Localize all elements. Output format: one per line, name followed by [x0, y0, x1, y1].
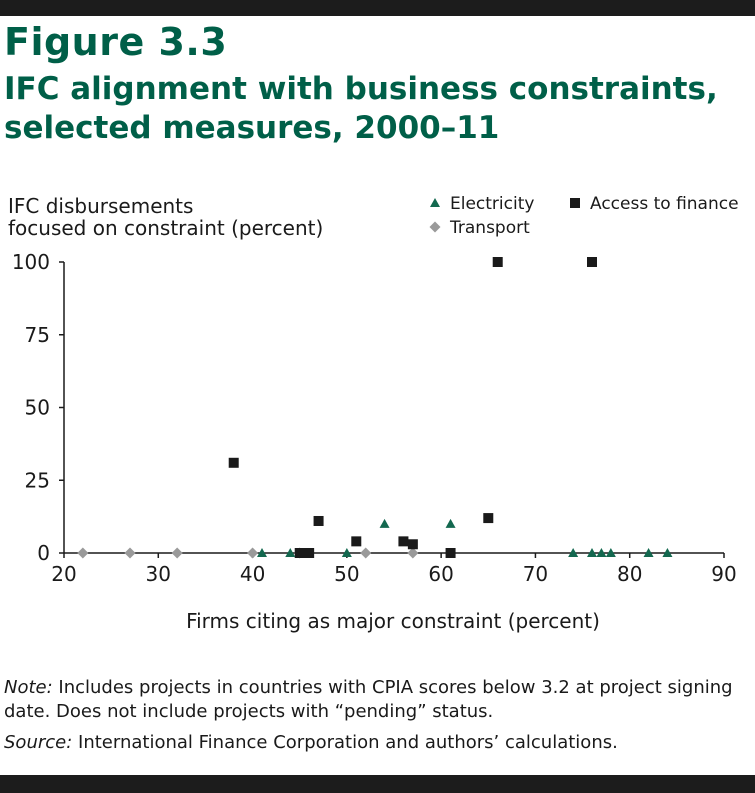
legend-label: Transport — [449, 218, 530, 238]
y-axis-label-line-1: IFC disbursements — [8, 194, 193, 218]
point-electricity — [662, 548, 673, 557]
note-prefix: Note: — [4, 677, 53, 698]
point-access-to-finance — [483, 513, 494, 524]
point-access-to-finance — [351, 536, 362, 547]
legend-marker-transport — [429, 221, 441, 233]
bottom-rule — [0, 775, 755, 793]
notes: Note: Includes projects in countries wit… — [4, 676, 749, 762]
point-electricity — [587, 548, 597, 557]
point-electricity — [568, 548, 579, 557]
y-axis-label-line-2: focused on constraint (percent) — [8, 216, 323, 240]
point-access-to-finance — [304, 548, 315, 558]
x-tick-label: 30 — [146, 562, 171, 586]
y-tick-label: 25 — [25, 468, 50, 492]
y-tick-label: 0 — [37, 541, 50, 565]
x-axis-label: Firms citing as major constraint (percen… — [186, 609, 600, 633]
y-tick-label: 75 — [25, 323, 50, 347]
point-access-to-finance — [407, 539, 418, 550]
x-tick-label: 20 — [51, 562, 76, 586]
point-transport — [77, 547, 89, 559]
figure-title-line-1: IFC alignment with business constraints, — [4, 71, 718, 107]
figure-title: IFC alignment with business constraints,… — [4, 70, 754, 148]
point-electricity — [257, 548, 267, 557]
point-access-to-finance — [492, 257, 503, 267]
point-electricity — [605, 548, 616, 557]
scatter-chart: IFC disbursements focused on constraint … — [8, 194, 739, 633]
y-tick-label: 50 — [25, 396, 50, 420]
x-tick-label: 90 — [711, 562, 736, 586]
point-electricity — [285, 548, 296, 557]
point-access-to-finance — [587, 257, 597, 267]
point-electricity — [341, 548, 352, 557]
point-access-to-finance — [398, 536, 409, 547]
point-electricity — [596, 548, 607, 557]
x-tick-label: 70 — [523, 562, 548, 586]
source-prefix: Source: — [4, 732, 73, 753]
point-transport — [407, 547, 419, 559]
legend: Electricity Access to finance Transport — [429, 194, 739, 238]
note-text: Includes projects in countries with CPIA… — [4, 677, 733, 722]
point-transport — [171, 547, 183, 559]
axes: 20 30 40 50 60 70 80 90 0 25 50 75 100 — [12, 250, 737, 586]
figure-label: Figure 3.3 — [4, 20, 228, 64]
point-electricity — [643, 548, 654, 557]
x-tick-label: 60 — [428, 562, 453, 586]
point-access-to-finance — [294, 548, 305, 558]
x-tick-label: 50 — [334, 562, 359, 586]
legend-label: Electricity — [450, 194, 534, 214]
top-rule — [0, 0, 755, 16]
x-tick-label: 80 — [617, 562, 642, 586]
point-transport — [124, 547, 136, 559]
point-transport — [247, 547, 259, 559]
source-paragraph: Source: International Finance Corporatio… — [4, 731, 749, 755]
legend-marker-access-to-finance — [570, 198, 580, 208]
point-electricity — [379, 518, 390, 528]
point-access-to-finance — [313, 515, 324, 526]
x-tick-label: 40 — [240, 562, 265, 586]
point-transport — [360, 547, 372, 559]
source-text: International Finance Corporation and au… — [72, 732, 618, 753]
legend-marker-electricity — [430, 198, 440, 207]
point-access-to-finance — [445, 548, 456, 558]
point-access-to-finance — [228, 457, 239, 468]
note-paragraph: Note: Includes projects in countries wit… — [4, 676, 749, 724]
legend-label: Access to finance — [590, 194, 739, 214]
y-tick-label: 100 — [12, 250, 50, 274]
point-electricity — [445, 518, 456, 528]
data-marks — [77, 257, 673, 559]
figure-title-line-2: selected measures, 2000–11 — [4, 110, 500, 146]
